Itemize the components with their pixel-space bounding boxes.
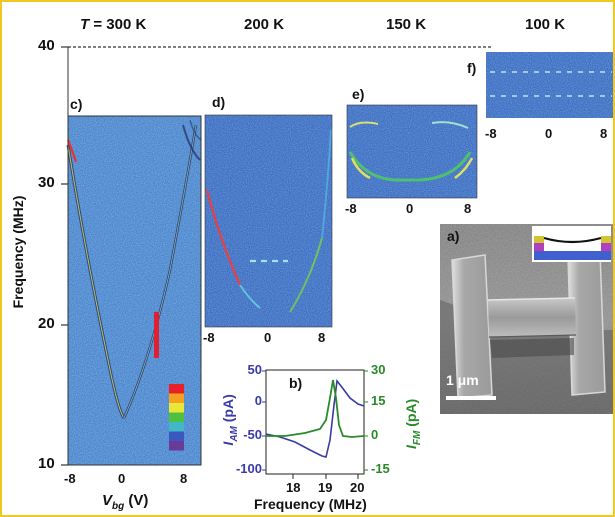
panel-e-xtick-neg8: -8 (345, 201, 357, 216)
panel-d-xtick-neg8: -8 (203, 330, 215, 345)
temp-300k-text: = 300 K (89, 16, 147, 33)
panel-d-xtick-0: 0 (264, 330, 272, 345)
device-inset (532, 226, 611, 262)
panel-b-ltick-0: 0 (254, 393, 262, 408)
colorbar-swatch (169, 393, 184, 403)
panel-d-map (204, 114, 333, 328)
panel-b-xtick-20: 20 (350, 480, 365, 495)
panel-b-rtick-30: 30 (371, 362, 386, 377)
panel-label-a: a) (447, 228, 460, 244)
panel-label-b: b) (289, 375, 303, 391)
ifm-unit: (pA) (403, 398, 420, 431)
panel-c-xtick-8: 8 (180, 471, 188, 486)
panel-b-rtick-0: 0 (371, 427, 379, 442)
y-axis-label: Frequency (MHz) (10, 195, 26, 309)
ifm-base: I (403, 445, 420, 450)
panel-f-xtick-8: 8 (600, 126, 608, 141)
panel-b-xlabel: Frequency (MHz) (254, 496, 367, 512)
panel-b-ltick-neg100: -100 (235, 461, 262, 476)
panel-label-c: c) (70, 96, 83, 112)
vbg-sub: bg (112, 501, 125, 512)
panel-f-xtick-0: 0 (545, 126, 553, 141)
panel-label-f: f) (467, 60, 477, 76)
colorbar-swatch (169, 412, 184, 422)
iam-base: I (220, 441, 237, 446)
panel-b-rtick-15: 15 (371, 393, 386, 408)
panel-b-plot (262, 369, 368, 479)
panel-b-xtick-19: 19 (318, 480, 333, 495)
panel-b-ltick-50: 50 (247, 362, 262, 377)
panel-c-xtick-0: 0 (118, 471, 126, 486)
scale-bar-label: 1 μm (446, 372, 479, 388)
panel-e-xtick-0: 0 (406, 201, 414, 216)
temp-label-200k: 200 K (244, 16, 285, 33)
panel-f-xtick-neg8: -8 (485, 126, 497, 141)
vbg-base: V (102, 492, 113, 509)
vbg-unit: (V) (124, 492, 149, 509)
panel-b-rtick-neg15: -15 (371, 461, 390, 476)
panel-label-d: d) (212, 94, 226, 110)
colorbar-swatch (169, 403, 184, 413)
ifm-sub: FM (411, 430, 423, 446)
temp-label-100k: 100 K (525, 16, 566, 33)
panel-a-sem-image (440, 224, 613, 414)
panel-c-xtick-neg8: -8 (64, 471, 76, 486)
colorbar-swatch (169, 441, 184, 451)
temp-label-300k: T = 300 K (80, 16, 147, 33)
colorbar (169, 384, 184, 451)
panel-b-left-axis-label: IAM (pA) (220, 380, 240, 460)
panel-d-xtick-8: 8 (318, 330, 326, 345)
panel-f-map (486, 52, 613, 118)
iam-unit: (pA) (220, 394, 237, 427)
y-tick-label-20: 20 (38, 315, 55, 332)
y-tick-label-30: 30 (38, 174, 55, 191)
colorbar-swatch (169, 384, 184, 394)
panel-b-right-axis-label: IFM (pA) (403, 384, 423, 464)
panel-label-e: e) (352, 86, 365, 102)
iam-sub: AM (228, 426, 240, 442)
y-tick-label-40: 40 (38, 37, 55, 54)
panel-b-xtick-18: 18 (286, 480, 301, 495)
y-tick-label-10: 10 (38, 455, 55, 472)
colorbar-swatch (169, 431, 184, 441)
panel-b-ltick-neg50: -50 (243, 427, 262, 442)
colorbar-swatch (169, 422, 184, 432)
scale-bar (446, 396, 496, 400)
panel-e-map (346, 104, 478, 199)
temp-label-150k: 150 K (386, 16, 427, 33)
panel-e-xtick-8: 8 (464, 201, 472, 216)
panel-c-xlabel: Vbg (V) (102, 492, 148, 512)
